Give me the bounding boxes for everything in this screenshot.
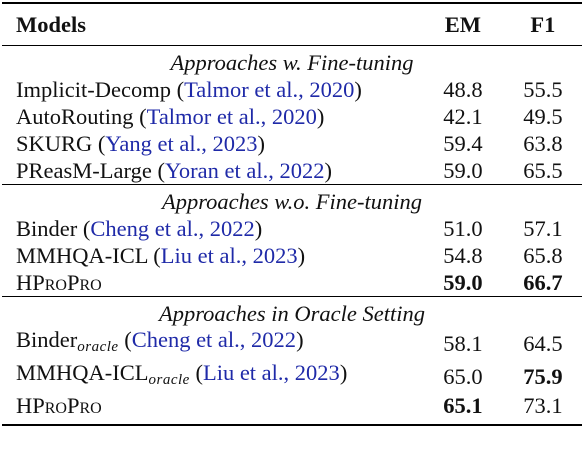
model-cell: Implicit-Decomp (Talmor et al., 2020) <box>16 76 362 102</box>
f1-value: 66.7 <box>523 269 563 295</box>
model-name: Binder <box>16 215 78 241</box>
em-value: 59.4 <box>443 130 483 156</box>
table-row: PReasM-Large (Yoran et al., 2022) 59.0 65.… <box>2 157 582 185</box>
citation-link[interactable]: Talmor et al., 2020 <box>184 76 355 102</box>
f1-value: 55.5 <box>523 76 563 102</box>
f1-value: 49.5 <box>523 103 563 129</box>
model-name: MMHQA-ICL <box>16 360 149 385</box>
table-row: SKURG (Yang et al., 2023) 59.4 63.8 <box>2 130 582 157</box>
em-column-header: EM <box>422 2 504 46</box>
em-value: 59.0 <box>443 269 483 295</box>
f1-value: 64.5 <box>523 330 563 356</box>
em-value: 42.1 <box>443 103 483 129</box>
f1-value: 63.8 <box>523 130 563 156</box>
citation-link[interactable]: Cheng et al., 2022 <box>90 215 255 241</box>
model-cell: MMHQA-ICLoracle (Liu et al., 2023) <box>16 360 348 388</box>
results-table: Models EM F1 Approaches w. Fine-tuning Im… <box>2 2 582 426</box>
table-row: Binder (Cheng et al., 2022) 51.0 57.1 <box>2 215 582 242</box>
citation-link[interactable]: Yang et al., 2023 <box>105 130 258 156</box>
citation-link[interactable]: Yoran et al., 2022 <box>164 157 325 183</box>
model-name: SKURG <box>16 130 93 156</box>
em-value: 59.0 <box>443 157 483 183</box>
citation-link[interactable]: Cheng et al., 2022 <box>131 327 297 352</box>
table-row: MMHQA-ICLoracle (Liu et al., 2023) 65.0 75… <box>2 360 582 393</box>
model-subscript: oracle <box>77 339 119 355</box>
table-row: MMHQA-ICL (Liu et al., 2023) 54.8 65.8 <box>2 242 582 269</box>
model-subscript: oracle <box>148 372 190 388</box>
table-row: Implicit-Decomp (Talmor et al., 2020) 48.… <box>2 76 582 103</box>
model-name: Implicit-Decomp <box>16 76 171 102</box>
f1-value: 65.8 <box>523 242 563 268</box>
models-column-header: Models <box>2 2 423 46</box>
model-name: MMHQA-ICL <box>16 242 148 268</box>
em-value: 51.0 <box>443 215 483 241</box>
em-value: 65.0 <box>443 363 483 389</box>
table-row: AutoRouting (Talmor et al., 2020) 42.1 49.… <box>2 103 582 130</box>
model-cell: Binderoracle (Cheng et al., 2022) <box>16 327 304 355</box>
f1-column-header: F1 <box>503 2 582 46</box>
em-value: 54.8 <box>443 242 483 268</box>
header-row: Models EM F1 <box>2 2 582 46</box>
f1-value: 73.1 <box>503 393 582 426</box>
model-cell: PReasM-Large (Yoran et al., 2022) <box>16 157 333 183</box>
table-header: Models EM F1 <box>2 2 582 46</box>
model-cell: AutoRouting (Talmor et al., 2020) <box>16 103 325 129</box>
model-cell: Binder (Cheng et al., 2022) <box>16 215 263 241</box>
citation-link[interactable]: Liu et al., 2023 <box>202 360 340 385</box>
model-cell: SKURG (Yang et al., 2023) <box>16 130 265 156</box>
table-row: HProPro 59.0 66.7 <box>2 269 582 297</box>
section-header-row: Approaches w.o. Fine-tuning <box>2 184 582 215</box>
section-title: Approaches in Oracle Setting <box>2 296 582 327</box>
em-value: 65.1 <box>422 393 504 426</box>
table-body: Approaches w. Fine-tuning Implicit-Decomp… <box>2 46 582 426</box>
model-name: HProPro <box>16 393 102 418</box>
table-row: Binderoracle (Cheng et al., 2022) 58.1 64.… <box>2 327 582 360</box>
citation-link[interactable]: Talmor et al., 2020 <box>146 103 317 129</box>
section-title: Approaches w. Fine-tuning <box>170 50 414 75</box>
model-cell: HProPro <box>2 393 423 426</box>
model-name: AutoRouting <box>16 103 134 129</box>
f1-value: 57.1 <box>523 215 563 241</box>
f1-value: 75.9 <box>523 363 563 389</box>
table-row: HProPro 65.1 73.1 <box>2 393 582 426</box>
em-value: 58.1 <box>443 330 483 356</box>
model-name: Binder <box>16 327 78 352</box>
model-cell: MMHQA-ICL (Liu et al., 2023) <box>16 242 306 268</box>
citation-link[interactable]: Liu et al., 2023 <box>160 242 298 268</box>
model-name: PReasM-Large <box>16 157 152 183</box>
section-header-row: Approaches in Oracle Setting <box>2 296 582 327</box>
model-cell: HProPro <box>2 269 422 297</box>
em-value: 48.8 <box>443 76 483 102</box>
model-name: HProPro <box>16 269 102 295</box>
section-title: Approaches w.o. Fine-tuning <box>2 184 582 215</box>
section-header-row: Approaches w. Fine-tuning <box>2 46 582 77</box>
f1-value: 65.5 <box>523 157 563 183</box>
